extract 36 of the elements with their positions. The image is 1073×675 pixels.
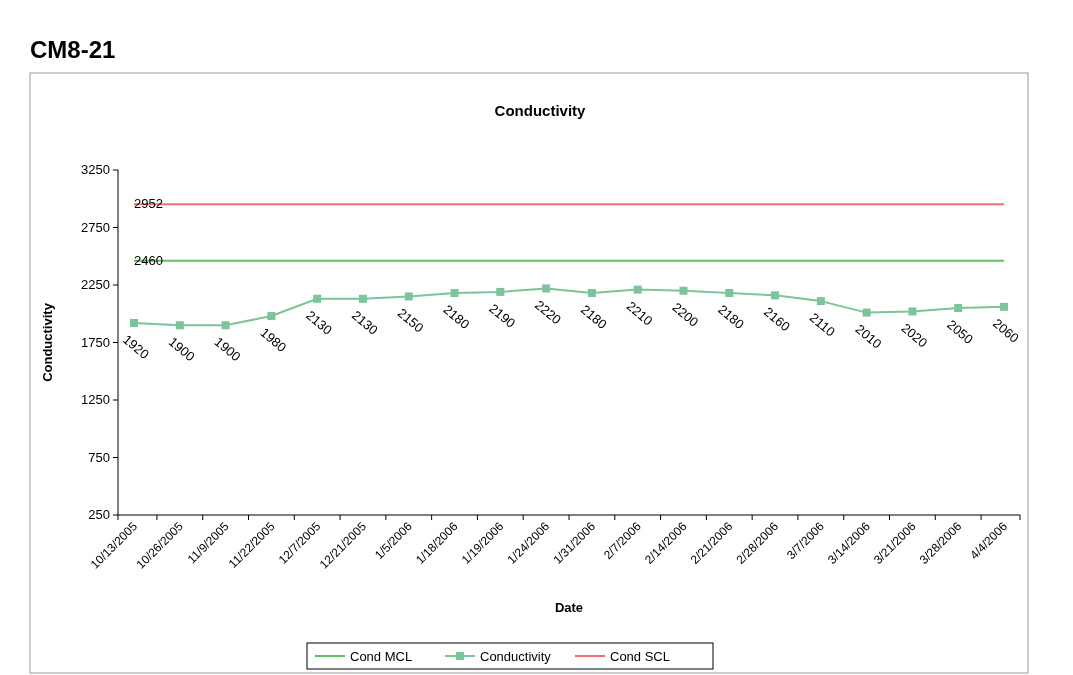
point — [954, 304, 963, 312]
legend-label: Cond SCL — [610, 649, 670, 664]
point — [130, 318, 139, 327]
point — [771, 291, 780, 300]
point — [587, 289, 596, 298]
legend-label: Cond MCL — [350, 649, 413, 664]
y-tick-label: 750 — [88, 449, 110, 465]
y-tick-label: 250 — [88, 507, 110, 522]
data-label: 1980 — [257, 324, 290, 355]
y-tick-label: 1250 — [81, 392, 110, 407]
y-axis-title: Conductivity — [40, 302, 55, 382]
point — [404, 292, 413, 301]
point — [221, 321, 230, 330]
point — [267, 312, 276, 321]
point — [908, 307, 917, 316]
chart-title: CM8-21 — [30, 36, 116, 63]
legend-label: Conductivity — [480, 649, 552, 664]
point — [633, 285, 642, 294]
y-tick-label: 3250 — [81, 162, 110, 177]
chart-subtitle: Conductivity — [494, 102, 587, 119]
point — [679, 286, 688, 295]
point — [175, 321, 184, 330]
point — [816, 297, 825, 306]
x-axis-title: Date — [554, 600, 584, 615]
data-label: 1920 — [120, 331, 152, 362]
point — [999, 302, 1008, 311]
y-tick-label: 2250 — [81, 277, 110, 292]
point — [496, 287, 505, 296]
point — [450, 289, 459, 298]
y-tick-label: 2750 — [81, 219, 110, 235]
y-tick-label: 1750 — [81, 334, 110, 350]
point — [358, 294, 367, 303]
point — [862, 308, 871, 317]
point — [542, 284, 551, 293]
point — [313, 294, 322, 303]
point — [725, 289, 734, 298]
